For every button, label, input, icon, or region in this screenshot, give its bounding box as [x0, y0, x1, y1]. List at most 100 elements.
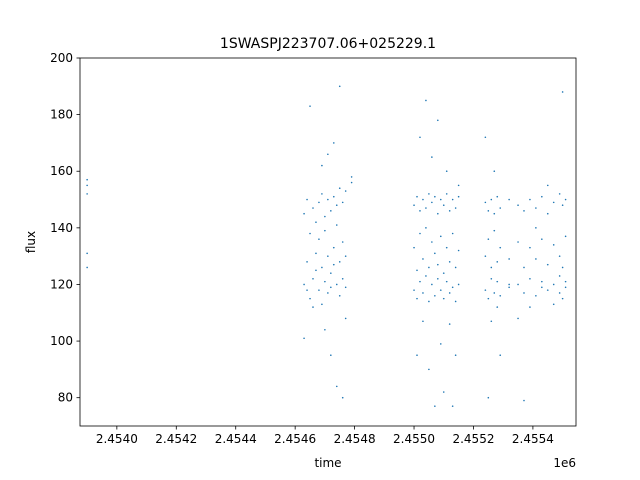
data-point [350, 181, 353, 184]
data-point [552, 201, 555, 204]
data-point [335, 224, 338, 226]
data-point [428, 300, 430, 303]
data-point [324, 328, 326, 331]
data-point [303, 337, 305, 340]
x-tick-label: 2.4542 [155, 432, 197, 446]
data-point [428, 368, 430, 371]
data-point [493, 170, 496, 173]
data-point [535, 227, 537, 229]
data-point [558, 275, 561, 277]
data-point [439, 343, 442, 345]
data-point [419, 232, 421, 235]
data-point [445, 170, 448, 173]
data-point [457, 283, 460, 286]
data-point [315, 252, 317, 255]
data-point [413, 246, 415, 249]
data-point [344, 190, 347, 192]
data-point [335, 283, 338, 286]
data-point [434, 195, 436, 198]
data-point [303, 212, 305, 215]
data-point [413, 204, 415, 206]
data-point [523, 292, 525, 294]
data-point [517, 204, 519, 206]
y-tick-label: 180 [50, 108, 73, 122]
y-axis-label: flux [24, 231, 38, 253]
data-point [422, 198, 424, 201]
data-point [490, 266, 493, 269]
data-point [448, 292, 451, 294]
data-point [541, 238, 543, 240]
data-point [546, 212, 549, 215]
data-point [312, 278, 314, 280]
data-point [327, 292, 329, 294]
x-tick-label: 2.4540 [96, 432, 138, 446]
data-point [442, 297, 445, 300]
data-point [561, 297, 564, 300]
data-point [321, 303, 323, 306]
data-point [457, 249, 460, 252]
data-point [496, 280, 499, 283]
data-point [508, 258, 510, 260]
y-tick-label: 80 [58, 391, 73, 405]
data-point [422, 258, 424, 260]
data-point [434, 252, 436, 255]
data-point [442, 204, 445, 206]
y-tick-label: 160 [50, 164, 73, 178]
data-point [493, 292, 496, 294]
data-point [350, 176, 353, 178]
data-point [454, 300, 457, 303]
data-point [451, 405, 454, 407]
data-point [499, 246, 502, 249]
data-point [344, 317, 347, 320]
data-point [517, 317, 519, 320]
data-point [552, 303, 555, 306]
data-point [341, 396, 344, 399]
data-point [434, 405, 436, 407]
data-point [558, 292, 561, 294]
data-point [499, 207, 502, 209]
data-point [448, 210, 451, 212]
data-point [487, 210, 490, 212]
data-point [303, 283, 305, 286]
data-point [529, 246, 531, 249]
data-point [324, 215, 326, 218]
data-point [490, 278, 493, 280]
data-point [529, 198, 531, 201]
data-point [324, 229, 326, 232]
data-point [546, 289, 549, 291]
data-point [306, 261, 308, 263]
data-point [434, 294, 436, 297]
data-point [86, 193, 88, 195]
data-point [442, 272, 445, 274]
data-point [318, 289, 320, 291]
data-point [315, 269, 317, 272]
data-point [419, 136, 421, 139]
data-point [523, 210, 525, 212]
data-point [546, 263, 549, 266]
data-point [341, 278, 344, 280]
x-tick-label: 2.4544 [215, 432, 257, 446]
data-point [335, 204, 338, 206]
data-point [431, 201, 433, 204]
data-point [309, 105, 311, 107]
data-point [541, 280, 543, 283]
data-point [327, 198, 329, 201]
data-point [431, 156, 433, 158]
data-point [86, 184, 88, 187]
data-point [330, 354, 332, 357]
data-point [546, 184, 549, 187]
data-point [330, 272, 332, 274]
data-point [425, 275, 427, 277]
data-point [428, 193, 430, 195]
data-point [454, 207, 457, 209]
data-point [558, 193, 561, 195]
data-point [416, 354, 418, 357]
data-point [332, 142, 335, 144]
data-point [487, 297, 490, 300]
data-point [437, 119, 439, 122]
data-point [529, 278, 531, 280]
data-point [318, 201, 320, 204]
data-point [312, 306, 314, 308]
data-point [425, 227, 427, 229]
data-point [448, 261, 451, 263]
